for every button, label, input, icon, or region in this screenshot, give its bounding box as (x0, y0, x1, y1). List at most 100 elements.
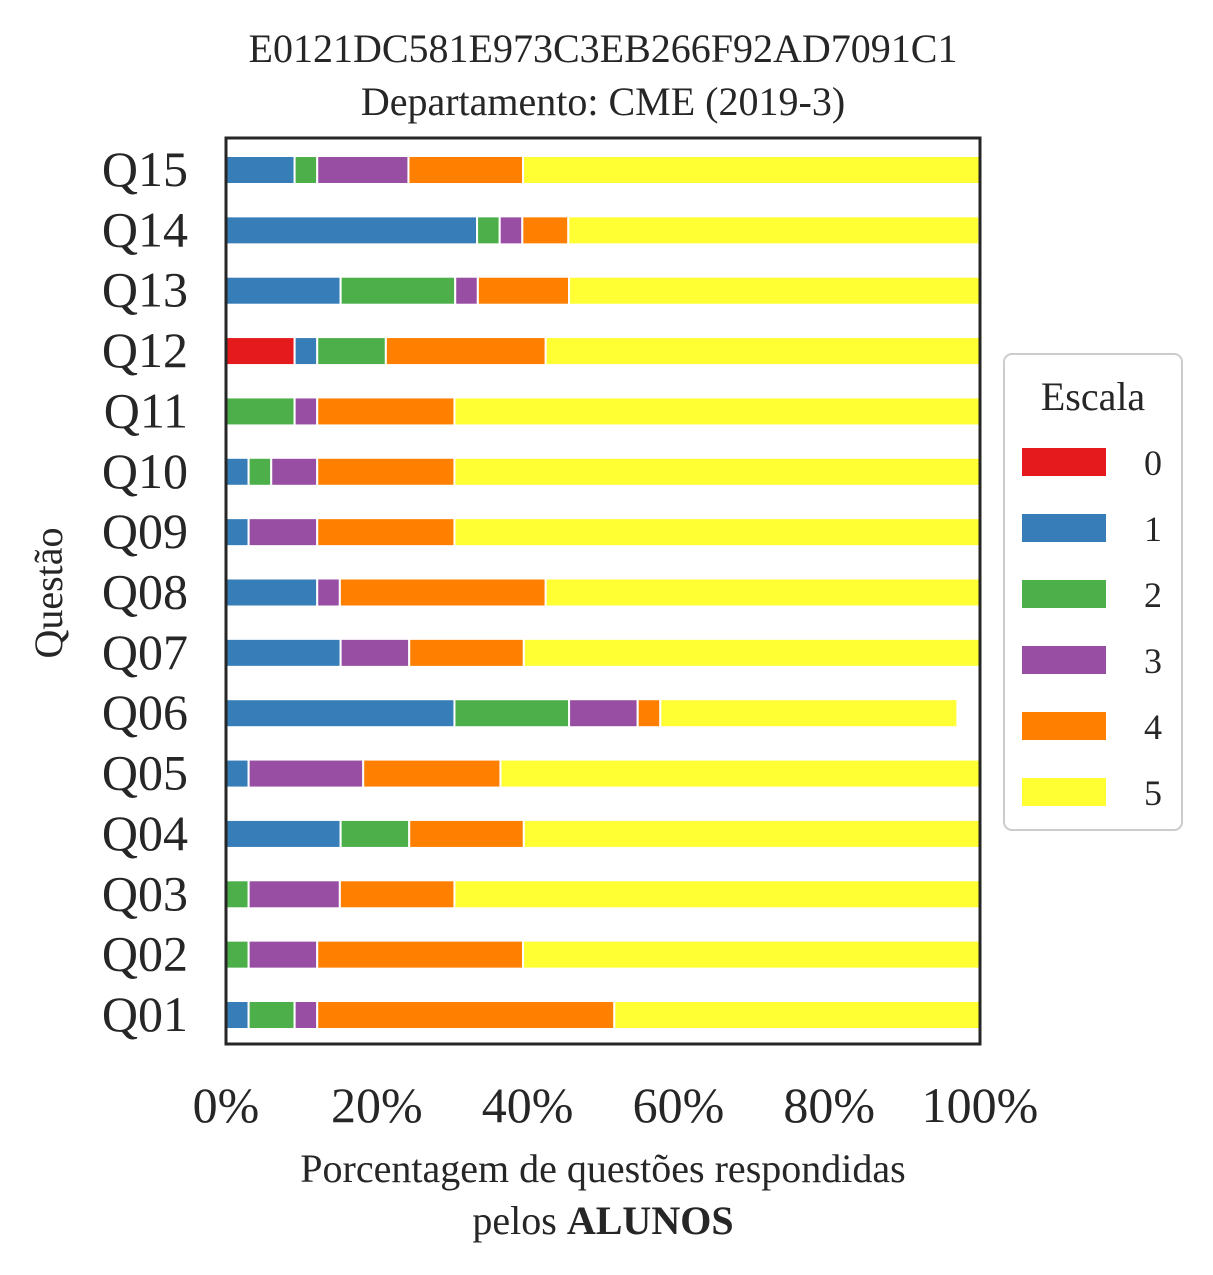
bar-segment-q05-escala-3 (247, 758, 365, 789)
bar-segment-q02-escala-3 (247, 939, 319, 970)
bar-segment-q04-escala-5 (522, 818, 982, 849)
x-tick-label-80: 80% (783, 1077, 875, 1133)
bar-segment-q09-escala-4 (316, 517, 456, 548)
x-tick-label-20: 20% (331, 1077, 423, 1133)
y-tick-label-q05: Q05 (102, 745, 188, 801)
y-tick-label-q09: Q09 (102, 503, 188, 559)
bar-segment-q14-escala-2 (476, 215, 501, 246)
bar-segment-q06-escala-1 (225, 698, 456, 729)
bar-segment-q03-escala-2 (225, 879, 250, 910)
x-tick-labels: 0% 20% 40% 60% 80% 100% (193, 1077, 1039, 1133)
x-tick-label-0: 0% (193, 1077, 260, 1133)
bar-segment-q02-escala-4 (316, 939, 525, 970)
bar-segment-q02-escala-5 (522, 939, 981, 970)
bar-segment-q13-escala-4 (476, 275, 571, 306)
legend: Escala 0 1 2 3 4 5 (1003, 353, 1183, 831)
bar-segment-q06-escala-3 (568, 698, 639, 729)
y-tick-label-q15: Q15 (102, 141, 188, 197)
legend-label-2: 2 (1144, 575, 1162, 615)
bar-segment-q03-escala-4 (338, 879, 456, 910)
bar-segment-q13-escala-3 (454, 275, 479, 306)
bar-segment-q12-escala-1 (293, 336, 319, 367)
bar-segment-q15-escala-3 (316, 155, 410, 185)
y-tick-label-q01: Q01 (102, 986, 188, 1042)
x-tick-label-60: 60% (633, 1077, 725, 1133)
bar-segment-q01-escala-4 (316, 1000, 616, 1030)
bar-segment-q14-escala-4 (521, 215, 570, 246)
bar-segment-q08-escala-5 (544, 577, 981, 608)
y-tick-labels: Q01Q02Q03Q04Q05Q06Q07Q08Q09Q10Q11Q12Q13Q… (102, 141, 188, 1042)
x-tick-label-100: 100% (922, 1077, 1039, 1133)
bar-segment-q15-escala-5 (522, 155, 981, 185)
legend-swatch-0 (1022, 448, 1106, 476)
legend-swatch-5 (1022, 778, 1106, 806)
legend-swatch-1 (1022, 514, 1106, 542)
bar-segment-q12-escala-2 (316, 336, 387, 367)
bar-segment-q07-escala-3 (339, 637, 411, 668)
legend-swatch-2 (1022, 580, 1106, 608)
bar-segment-q03-escala-5 (453, 879, 982, 910)
legend-title: Escala (1041, 374, 1146, 419)
bar-segment-q11-escala-2 (225, 396, 296, 427)
y-axis-label: Questão (26, 527, 71, 658)
bar-segment-q12-escala-0 (225, 336, 296, 367)
x-axis-label-line1: Porcentagem de questões respondidas (300, 1146, 905, 1191)
bar-segment-q08-escala-3 (316, 577, 341, 608)
bar-segment-q09-escala-3 (247, 517, 319, 548)
legend-swatch-4 (1022, 712, 1106, 740)
legend-label-1: 1 (1144, 509, 1162, 549)
bar-segment-q11-escala-4 (316, 396, 456, 427)
bar-segment-q14-escala-5 (567, 215, 981, 246)
bar-segment-q13-escala-5 (568, 275, 981, 306)
bar-segment-q14-escala-3 (498, 215, 524, 246)
legend-label-4: 4 (1144, 707, 1162, 747)
bar-segment-q02-escala-2 (225, 939, 250, 970)
bar-segment-q01-escala-2 (247, 1000, 296, 1030)
bar-segment-q01-escala-1 (225, 1000, 250, 1030)
x-axis-label-line2: pelos ALUNOS (472, 1198, 733, 1243)
chart-title: E0121DC581E973C3EB266F92AD7091C1 (249, 26, 958, 71)
bar-segment-q15-escala-4 (407, 155, 525, 185)
bar-segment-q10-escala-1 (225, 456, 250, 487)
bar-segment-q06-escala-4 (636, 698, 662, 729)
bar-segment-q10-escala-3 (270, 456, 319, 487)
y-tick-label-q02: Q02 (102, 926, 188, 982)
legend-swatch-3 (1022, 646, 1106, 674)
bar-segment-q15-escala-2 (293, 155, 319, 185)
x-axis-label-prefix: pelos (472, 1198, 566, 1243)
bar-segment-q06-escala-5 (659, 698, 959, 729)
y-tick-label-q08: Q08 (102, 564, 188, 620)
bars-layer (225, 155, 982, 1030)
bar-segment-q13-escala-2 (339, 275, 457, 306)
bar-segment-q09-escala-5 (453, 517, 982, 548)
bar-segment-q07-escala-1 (225, 637, 342, 668)
x-tick-label-40: 40% (482, 1077, 574, 1133)
x-axis-label-bold: ALUNOS (567, 1198, 734, 1243)
bar-segment-q10-escala-5 (453, 456, 982, 487)
y-tick-label-q14: Q14 (102, 201, 188, 257)
bar-segment-q11-escala-3 (293, 396, 319, 427)
bar-segment-q07-escala-5 (522, 637, 982, 668)
bar-segment-q12-escala-5 (544, 336, 981, 367)
legend-label-0: 0 (1144, 443, 1162, 483)
y-tick-label-q13: Q13 (102, 262, 188, 318)
y-tick-label-q12: Q12 (102, 322, 188, 378)
y-tick-label-q03: Q03 (102, 865, 188, 921)
legend-label-5: 5 (1144, 773, 1162, 813)
chart-subtitle: Departamento: CME (2019-3) (361, 79, 845, 124)
bar-segment-q09-escala-1 (225, 517, 250, 548)
y-tick-label-q04: Q04 (102, 805, 188, 861)
bar-segment-q11-escala-5 (453, 396, 982, 427)
legend-label-3: 3 (1144, 641, 1162, 681)
y-tick-label-q07: Q07 (102, 624, 188, 680)
bar-segment-q08-escala-4 (338, 577, 547, 608)
bar-segment-q04-escala-1 (225, 818, 342, 849)
bar-segment-q15-escala-1 (225, 155, 296, 185)
bar-segment-q04-escala-4 (408, 818, 525, 849)
bar-segment-q10-escala-2 (247, 456, 273, 487)
bar-segment-q10-escala-4 (316, 456, 456, 487)
bar-segment-q04-escala-2 (339, 818, 411, 849)
bar-segment-q12-escala-4 (384, 336, 547, 367)
